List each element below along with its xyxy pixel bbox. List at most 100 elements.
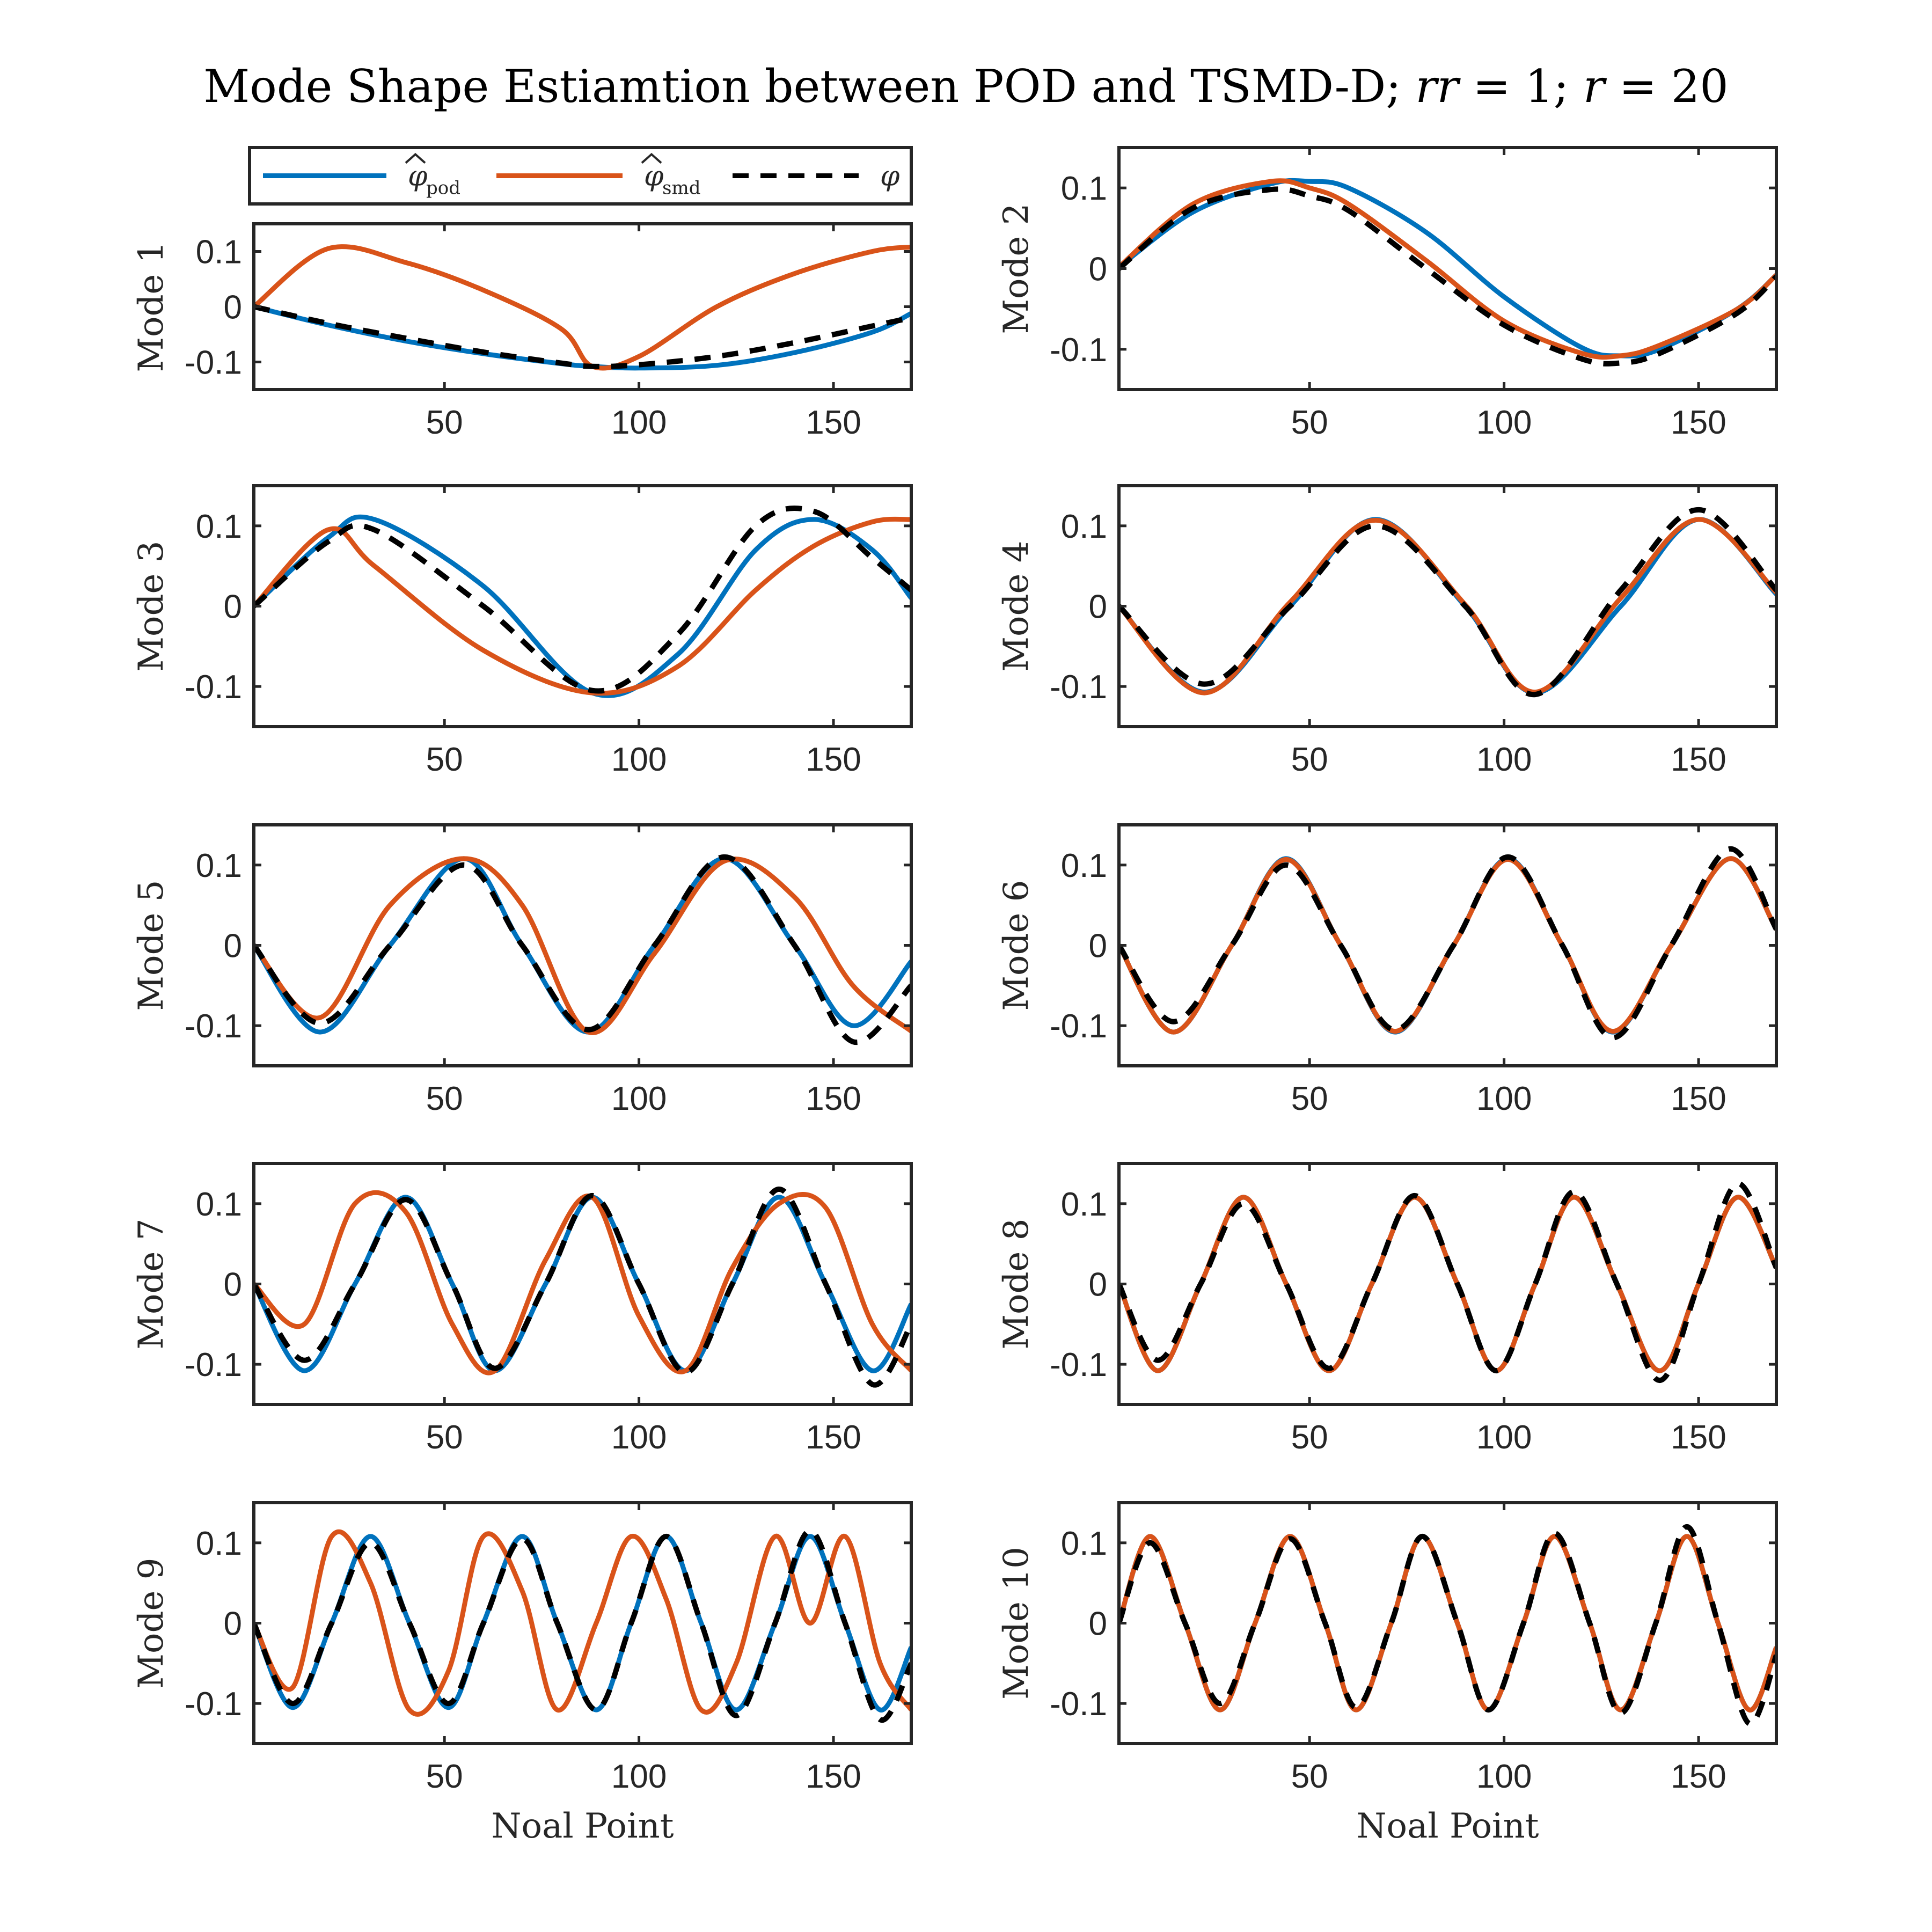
y-tick-label: 0 (1089, 251, 1107, 288)
series-group (1119, 1181, 1776, 1384)
title-r-var: r (1583, 60, 1607, 113)
y-tick-label: 0.1 (196, 1186, 242, 1223)
series-group (1119, 507, 1776, 698)
y-tick-label: 0.1 (1061, 1525, 1107, 1562)
series-line-true (1119, 186, 1776, 367)
plot-area (1119, 148, 1776, 390)
series-group (254, 1528, 911, 1723)
panel-mode-9: 50 100 150 0.1 0 -0.1 Mode 9 Noal Point (131, 1501, 913, 1846)
y-tick-label: 0 (1089, 589, 1107, 626)
y-tick-label: -0.1 (185, 1008, 242, 1045)
panel-mode-6: 50 100 150 0.1 0 -0.1 Mode 6 (997, 823, 1778, 1117)
x-tick-label: 150 (1671, 1758, 1726, 1795)
series-line-pod (254, 1534, 911, 1713)
y-tick-label: -0.1 (1050, 669, 1107, 706)
panel-mode-8: 50 100 150 0.1 0 -0.1 Mode 8 (997, 1162, 1778, 1456)
y-axis-label: Mode 3 (131, 541, 171, 672)
series-group (254, 854, 911, 1045)
x-tick-label: 50 (1291, 741, 1328, 778)
y-axis-label: Mode 2 (997, 203, 1036, 334)
plot-area (1119, 1163, 1776, 1404)
x-tick-label: 100 (611, 1419, 667, 1456)
y-tick-label: -0.1 (1050, 1686, 1107, 1723)
series-line-true (254, 505, 911, 694)
x-tick-label: 150 (806, 1758, 861, 1795)
y-tick-label: -0.1 (185, 345, 242, 382)
y-tick-label: 0.1 (196, 234, 242, 271)
y-tick-label: 0.1 (1061, 1186, 1107, 1223)
panel-mode-5: 50 100 150 0.1 0 -0.1 Mode 5 (131, 823, 913, 1117)
series-line-true (1119, 846, 1776, 1041)
x-tick-label: 50 (426, 1758, 463, 1795)
y-tick-label: 0.1 (196, 508, 242, 545)
y-tick-label: 0.1 (1061, 847, 1107, 884)
series-line-smd (254, 1529, 911, 1717)
x-tick-label: 100 (611, 1080, 667, 1117)
legend-subscript: smd (662, 178, 700, 199)
y-tick-label: 0 (1089, 1267, 1107, 1304)
panel-mode-10: 50 100 150 0.1 0 -0.1 Mode 10 Noal Point (997, 1501, 1778, 1846)
y-tick-label: 0 (1089, 928, 1107, 965)
panel-mode-3: 50 100 150 0.1 0 -0.1 Mode 3 (131, 484, 913, 778)
x-tick-label: 150 (1671, 1419, 1726, 1456)
y-tick-label: 0 (224, 1606, 242, 1643)
x-tick-label: 150 (806, 741, 861, 778)
x-tick-label: 100 (1476, 1080, 1532, 1117)
title-rr-eq: = 1; (1459, 60, 1583, 113)
series-line-true (1119, 507, 1776, 698)
y-tick-label: -0.1 (1050, 332, 1107, 369)
y-tick-label: 0 (224, 289, 242, 326)
legend-hat-accent (641, 152, 662, 164)
y-tick-label: 0.1 (1061, 508, 1107, 545)
x-tick-label: 100 (1476, 1758, 1532, 1795)
x-tick-label: 50 (426, 1080, 463, 1117)
title-r-eq: = 20 (1605, 60, 1729, 113)
y-tick-label: -0.1 (185, 1686, 242, 1723)
series-group (254, 1186, 911, 1388)
panel-mode-1: 50 100 150 0.1 0 -0.1 Mode 1 (131, 222, 913, 441)
x-tick-label: 50 (426, 404, 463, 441)
series-line-true (254, 1186, 911, 1388)
y-tick-label: -0.1 (1050, 1346, 1107, 1384)
x-tick-label: 150 (1671, 404, 1726, 441)
y-tick-label: 0.1 (196, 847, 242, 884)
x-tick-label: 100 (611, 1758, 667, 1795)
legend-symbol: φ (408, 160, 428, 193)
y-axis-label: Mode 10 (997, 1547, 1036, 1700)
series-group (1119, 1524, 1776, 1726)
legend-symbol: φ (880, 160, 900, 193)
chart-title: Mode Shape Estiamtion between POD and TS… (203, 60, 1729, 113)
y-tick-label: 0 (224, 928, 242, 965)
y-axis-label: Mode 7 (131, 1219, 171, 1350)
legend-subscript: pod (426, 178, 460, 199)
y-tick-label: -0.1 (1050, 1008, 1107, 1045)
panels-container: 50 100 150 0.1 0 -0.1 Mode 1 50 100 150 0.1 0 -0.1 Mo… (131, 146, 1778, 1846)
x-tick-label: 100 (611, 741, 667, 778)
series-group (254, 505, 911, 698)
series-line-true (1119, 1524, 1776, 1726)
y-axis-label: Mode 1 (131, 241, 171, 372)
y-tick-label: -0.1 (185, 1346, 242, 1384)
panel-mode-7: 50 100 150 0.1 0 -0.1 Mode 7 (131, 1162, 913, 1456)
y-tick-label: -0.1 (185, 669, 242, 706)
series-line-smd (1119, 1534, 1776, 1713)
legend-hat-accent (405, 152, 426, 164)
plot-area (1119, 486, 1776, 727)
series-group (1119, 846, 1776, 1041)
panel-mode-4: 50 100 150 0.1 0 -0.1 Mode 4 (997, 484, 1778, 778)
series-line-true (254, 304, 911, 369)
x-tick-label: 150 (806, 404, 861, 441)
series-line-smd (1119, 178, 1776, 360)
x-axis-label: Noal Point (1357, 1806, 1539, 1846)
x-tick-label: 50 (426, 741, 463, 778)
x-tick-label: 100 (1476, 1419, 1532, 1456)
y-tick-label: 0 (1089, 1606, 1107, 1643)
x-tick-label: 150 (806, 1080, 861, 1117)
y-axis-label: Mode 5 (131, 880, 171, 1011)
y-axis-label: Mode 9 (131, 1558, 171, 1689)
x-tick-label: 150 (806, 1419, 861, 1456)
series-line-pod (254, 514, 911, 698)
y-tick-label: 0 (224, 1267, 242, 1304)
x-tick-label: 50 (1291, 1419, 1328, 1456)
